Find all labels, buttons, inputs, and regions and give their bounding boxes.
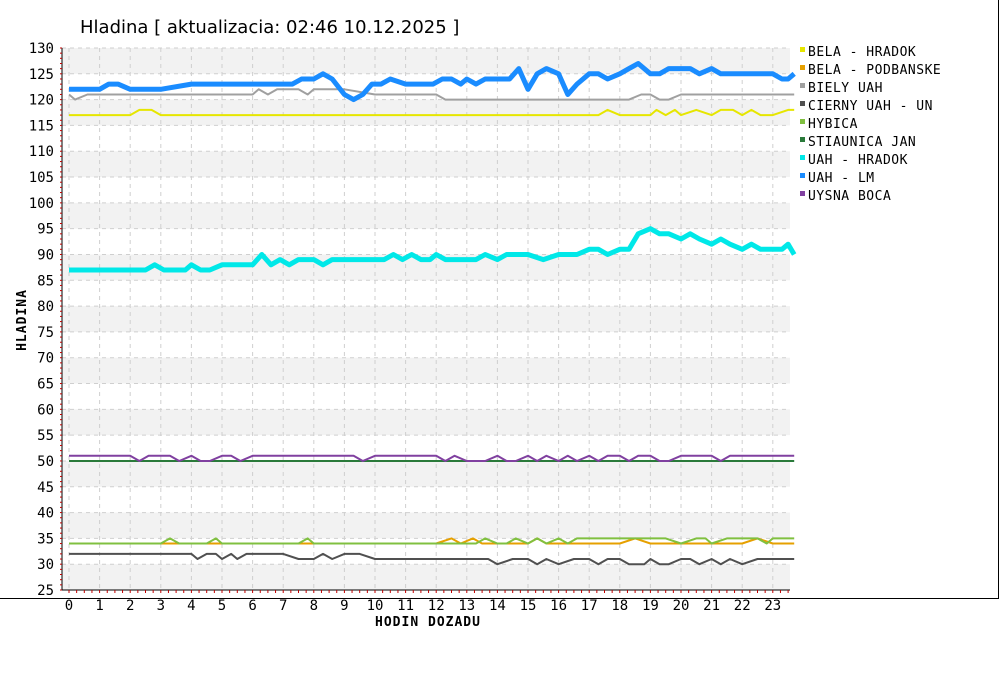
- x-tick-label: 6: [248, 598, 256, 614]
- x-axis-label: HODIN DOZADU: [375, 615, 481, 630]
- x-tick-label: 1: [95, 598, 103, 614]
- y-tick-label: 110: [29, 144, 54, 160]
- y-tick-label: 85: [37, 273, 54, 289]
- x-axis-ticks: 0 1 2 3 4 5 6 7 8 9 10 11 12 13 14 15 16 17 18 19 20 21 22 23: [65, 598, 781, 614]
- legend-swatch: [800, 83, 805, 88]
- series-line: [69, 454, 795, 462]
- y-tick-label: 105: [29, 170, 54, 186]
- grid-band: [62, 306, 790, 332]
- grid-band: [62, 151, 790, 178]
- legend-swatch: [800, 65, 805, 70]
- x-tick-label: 17: [581, 598, 598, 614]
- y-tick-label: 70: [37, 351, 54, 367]
- x-tick-label: 8: [310, 598, 318, 614]
- y-tick-label: 50: [37, 454, 54, 470]
- y-tick-label: 80: [37, 299, 54, 315]
- legend-swatch: [800, 173, 805, 178]
- y-tick-label: 65: [37, 377, 54, 393]
- legend-label: BELA - PODBANSKE: [808, 63, 941, 78]
- x-tick-label: 10: [367, 598, 384, 614]
- x-tick-label: 19: [642, 598, 659, 614]
- grid-band: [62, 202, 790, 229]
- legend-label: UAH - HRADOK: [808, 153, 908, 168]
- chart-frame: [0, 0, 999, 599]
- x-tick-label: 4: [187, 598, 195, 614]
- series-line: [68, 88, 795, 101]
- plot-axes: [60, 47, 790, 593]
- legend-swatch: [800, 101, 805, 106]
- x-tick-label: 0: [65, 598, 73, 614]
- x-tick-label: 20: [673, 598, 690, 614]
- y-axis-label: HLADINA: [15, 289, 30, 351]
- series-line: [69, 61, 796, 103]
- grid-band: [62, 512, 790, 539]
- legend-swatch: [800, 119, 805, 124]
- x-tick-label: 22: [734, 598, 751, 614]
- legend-label: UAH - LM: [808, 171, 875, 186]
- x-tick-label: 13: [458, 598, 475, 614]
- series-line: [69, 226, 797, 273]
- x-tick-label: 14: [489, 598, 506, 614]
- legend-swatch: [800, 155, 805, 160]
- y-tick-label: 60: [37, 402, 54, 418]
- x-tick-label: 23: [764, 598, 781, 614]
- y-tick-label: 25: [37, 583, 54, 599]
- legend: BELA - HRADOK BELA - PODBANSKE BIELY UAH CI…: [800, 45, 941, 204]
- y-tick-label: 130: [29, 41, 54, 57]
- legend-label: UYSNA BOCA: [808, 189, 891, 204]
- plot-grid: [62, 47, 790, 591]
- grid-band: [62, 460, 790, 487]
- plot-series: [68, 61, 797, 566]
- y-tick-label: 55: [37, 428, 54, 444]
- y-axis-ticks: 25 30 35 40 45 50 55 60 65 70 75 80 85 90 95 100 105 110 1…: [29, 41, 54, 599]
- x-tick-label: 15: [520, 598, 537, 614]
- y-tick-label: 95: [37, 222, 54, 238]
- legend-label: HYBICA: [808, 117, 858, 132]
- x-tick-label: 18: [611, 598, 628, 614]
- x-tick-label: 7: [279, 598, 287, 614]
- legend-label: BELA - HRADOK: [808, 45, 916, 60]
- y-tick-label: 75: [37, 325, 54, 341]
- legend-label: CIERNY UAH - UN: [808, 99, 933, 114]
- y-tick-label: 120: [29, 93, 54, 109]
- y-tick-label: 125: [29, 67, 54, 83]
- y-tick-label: 90: [37, 247, 54, 263]
- legend-label: STIAUNICA JAN: [808, 135, 916, 150]
- series-line: [69, 537, 795, 545]
- series-line: [69, 552, 795, 566]
- legend-swatch: [800, 137, 805, 142]
- x-tick-label: 11: [397, 598, 414, 614]
- chart-title: Hladina [ aktualizacia: 02:46 10.12.2025…: [80, 17, 459, 38]
- x-tick-label: 12: [428, 598, 445, 614]
- legend-label: BIELY UAH: [808, 81, 883, 96]
- grid-band: [62, 357, 790, 384]
- x-tick-label: 21: [703, 598, 720, 614]
- x-tick-label: 2: [126, 598, 134, 614]
- legend-swatch: [800, 47, 805, 52]
- y-tick-label: 30: [37, 557, 54, 573]
- series-line: [69, 108, 795, 117]
- plot-bands: [62, 48, 790, 590]
- x-tick-label: 16: [550, 598, 567, 614]
- y-tick-label: 115: [29, 118, 54, 134]
- grid-band: [62, 564, 790, 590]
- legend-swatch: [800, 191, 805, 196]
- y-tick-label: 100: [29, 196, 54, 212]
- grid-band: [62, 409, 790, 436]
- y-tick-label: 40: [37, 506, 54, 522]
- y-tick-label: 35: [37, 531, 54, 547]
- x-tick-label: 3: [157, 598, 165, 614]
- x-tick-label: 9: [340, 598, 348, 614]
- y-tick-label: 45: [37, 480, 54, 496]
- x-tick-label: 5: [218, 598, 226, 614]
